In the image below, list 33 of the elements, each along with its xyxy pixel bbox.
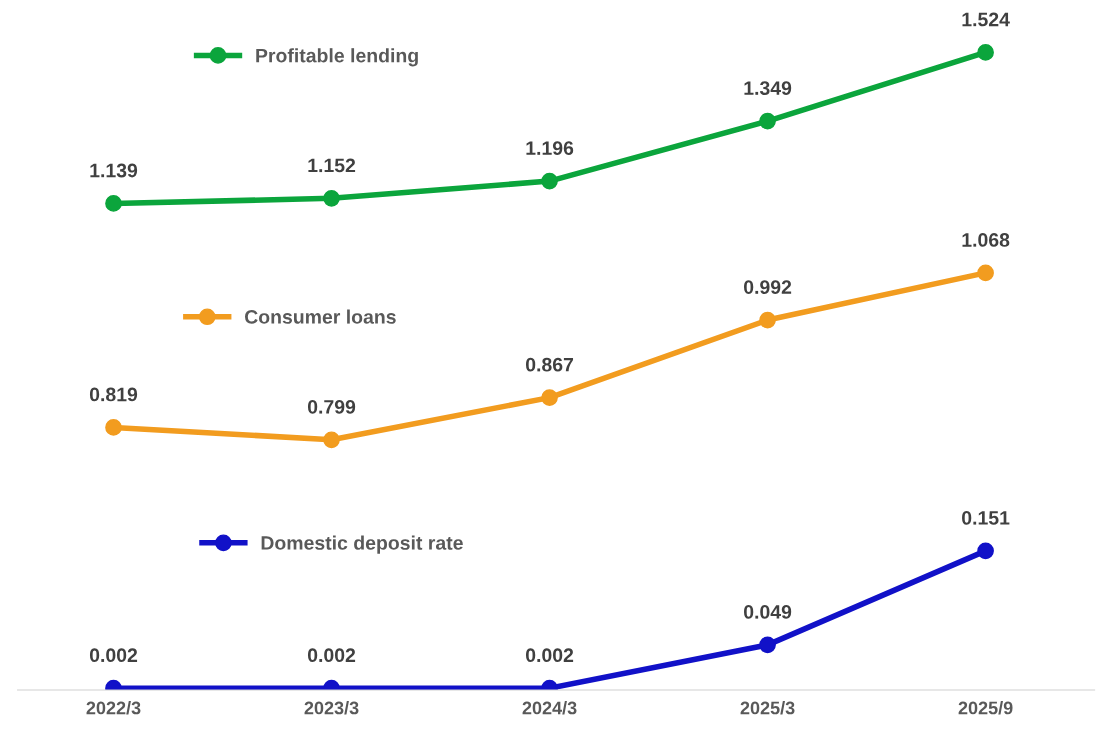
point [105, 195, 122, 212]
legend-label: Consumer loans [245, 309, 396, 324]
point [759, 112, 776, 130]
point [541, 389, 558, 406]
x-tick-label: 2022/3 [86, 701, 141, 715]
data-label: 0.151 [962, 511, 1010, 525]
x-tick-label: 2025/9 [958, 701, 1013, 715]
point [541, 172, 558, 190]
point [759, 311, 776, 329]
x-tick-label: 2023/3 [304, 701, 359, 715]
point [323, 431, 340, 449]
data-label: 0.002 [307, 648, 356, 663]
data-label: 1.524 [962, 12, 1010, 27]
point [977, 264, 994, 282]
data-label: 0.799 [307, 399, 356, 414]
data-label: 0.992 [744, 280, 792, 294]
data-label: 0.049 [744, 605, 792, 619]
data-label: 1.196 [526, 141, 574, 156]
data-label: 0.867 [526, 357, 574, 372]
point [105, 419, 122, 436]
data-label: 0.002 [526, 648, 574, 663]
legend-label: Domestic deposit rate [261, 535, 463, 554]
point [323, 190, 340, 207]
data-label: 0.819 [89, 387, 138, 402]
data-label: 1.152 [308, 158, 356, 173]
data-label: 0.002 [89, 648, 138, 663]
x-tick-label: 2025/3 [740, 701, 795, 715]
x-tick-label: 2024/3 [522, 701, 577, 715]
data-label: 1.349 [744, 81, 792, 96]
data-label: 1.068 [962, 233, 1010, 247]
legend-label: Profitable lending [256, 48, 418, 67]
data-label: 1.139 [90, 163, 138, 178]
point [977, 44, 994, 61]
